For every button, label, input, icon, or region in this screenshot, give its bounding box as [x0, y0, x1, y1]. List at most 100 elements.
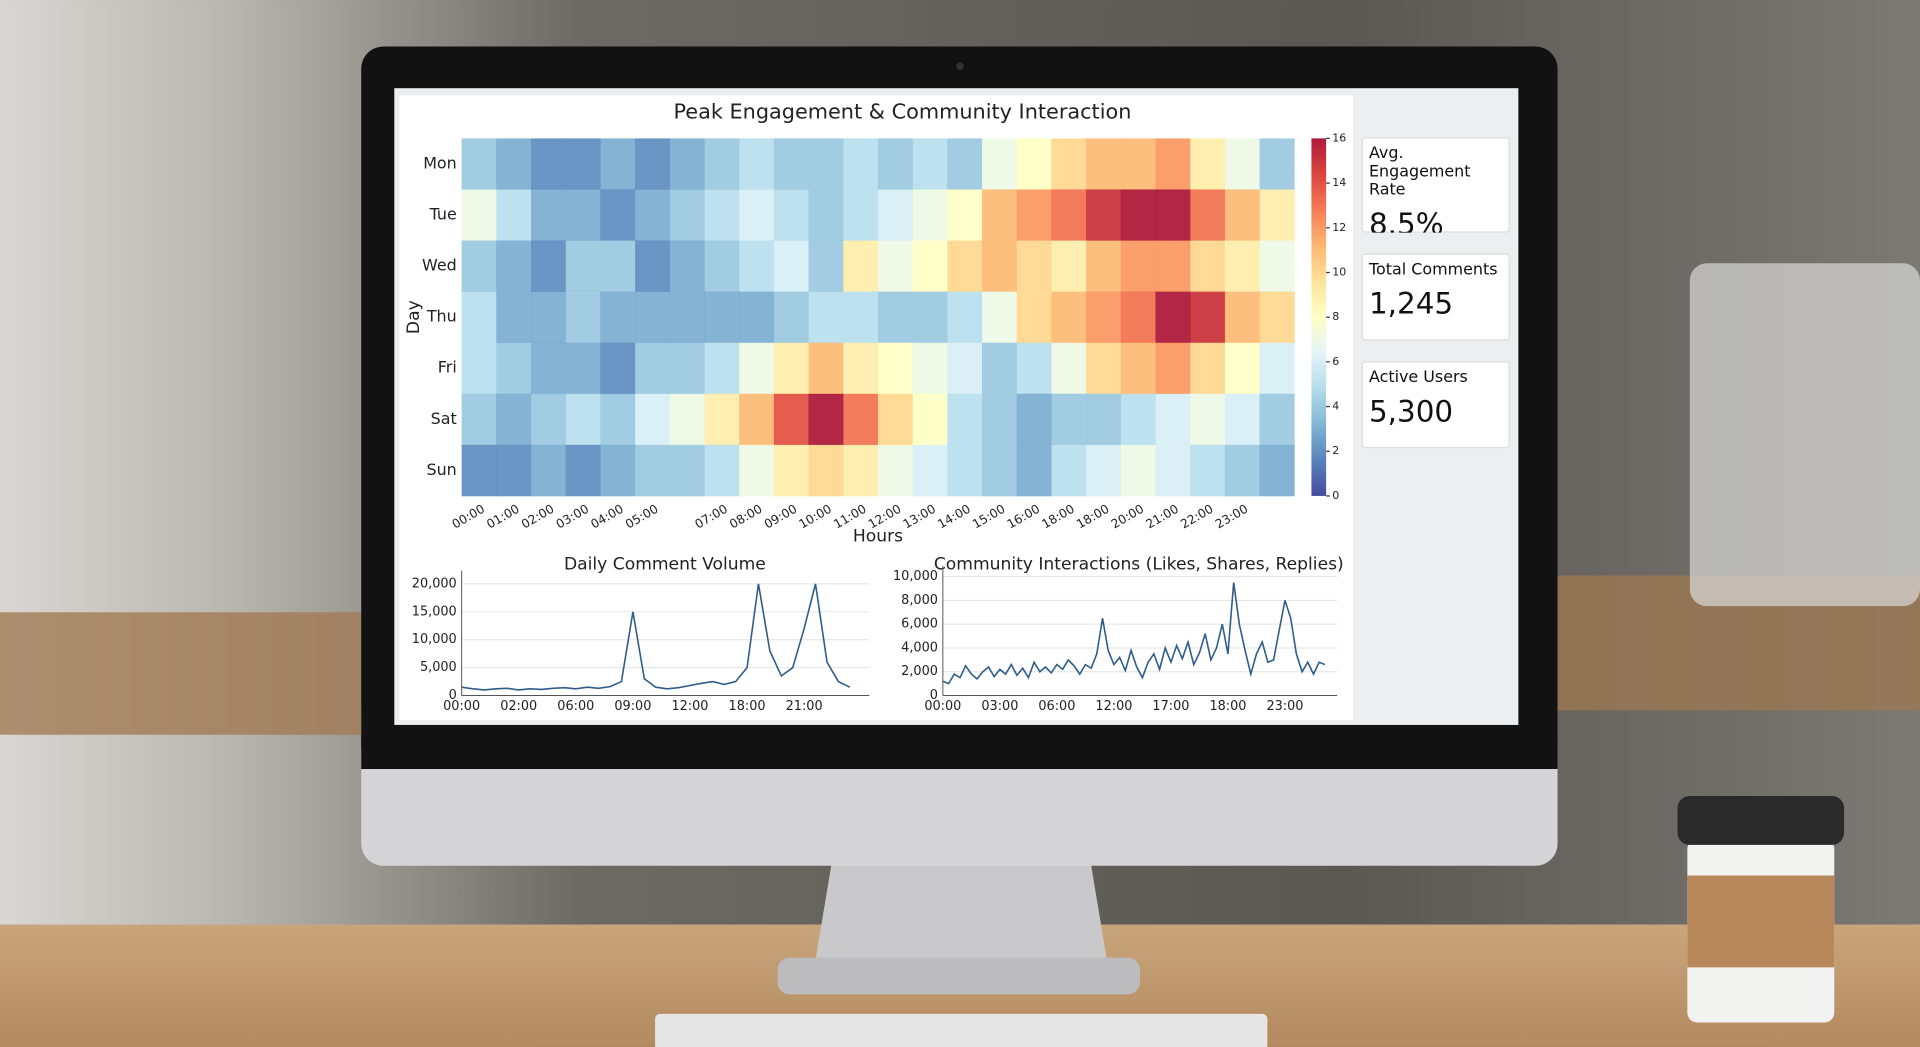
- heatmap-cell: [1120, 444, 1156, 497]
- heatmap-cell: [739, 393, 775, 446]
- colorbar-tick-label: 14: [1332, 176, 1346, 189]
- heatmap-cell: [947, 240, 983, 293]
- heatmap-cell: [600, 240, 636, 293]
- heatmap-cell: [982, 189, 1018, 241]
- heatmap-cell: [565, 444, 601, 497]
- x-tick-label: 00:00: [924, 699, 961, 714]
- colorbar-tick-label: 0: [1332, 489, 1339, 502]
- y-tick-label: 5,000: [420, 660, 457, 675]
- heatmap-cell: [912, 393, 948, 446]
- heatmap-cell: [773, 189, 809, 241]
- heatmap-cell: [1120, 291, 1156, 344]
- heatmap-cell: [773, 393, 809, 446]
- x-tick-label: 06:00: [557, 699, 594, 714]
- colorbar-tick-label: 8: [1332, 310, 1339, 323]
- heatmap-cell: [1016, 240, 1052, 293]
- y-tick-label: 10,000: [412, 632, 457, 647]
- colorbar-tick-label: 6: [1332, 355, 1339, 368]
- heatmap-cell: [773, 342, 809, 395]
- y-tick-label: 2,000: [901, 664, 938, 679]
- heatmap-cell: [1155, 393, 1191, 446]
- heatmap-cell: [1190, 291, 1226, 344]
- heatmap-cell: [877, 240, 914, 293]
- heatmap-cell: [1155, 291, 1191, 344]
- heatmap-cell: [531, 393, 567, 446]
- heatmap-cell: [877, 342, 914, 395]
- heatmap-cell: [600, 342, 636, 395]
- kpi-value: 5,300: [1368, 394, 1454, 429]
- heatmap-cell: [496, 138, 532, 190]
- heatmap-cell: [773, 444, 809, 497]
- heatmap-cell: [461, 240, 497, 293]
- x-tick-label: 18:00: [729, 699, 766, 714]
- heatmap-cell: [669, 342, 705, 395]
- heatmap-cell: [635, 291, 671, 344]
- dashboard-title: Peak Engagement & Community Interaction: [674, 100, 1132, 124]
- heatmap-cell: [947, 444, 983, 497]
- heatmap-cell: [1259, 393, 1295, 446]
- heatmap-cell: [1086, 393, 1122, 446]
- x-tick-label: 03:00: [981, 699, 1018, 714]
- y-tick-label: Sun: [426, 460, 456, 479]
- heatmap-cell: [808, 240, 844, 293]
- heatmap-cell: [1190, 240, 1226, 293]
- x-tick-label: 21:00: [786, 699, 823, 714]
- y-tick-label: 15,000: [412, 604, 457, 619]
- y-tick-label: 20,000: [412, 576, 457, 591]
- charts: Peak Engagement & Community Interaction M…: [404, 100, 1346, 714]
- heatmap-cell: [1051, 342, 1087, 395]
- y-tick-label: 10,000: [893, 569, 938, 584]
- heatmap-cell: [565, 189, 601, 241]
- heatmap-cell: [704, 240, 740, 293]
- heatmap-cell: [461, 189, 497, 241]
- heatmap-cell: [739, 342, 775, 395]
- colorbar-tick-label: 10: [1332, 265, 1346, 278]
- y-tick-label: 6,000: [901, 617, 938, 632]
- heatmap-cell: [739, 138, 775, 190]
- heatmap-cell: [531, 444, 567, 497]
- heatmap-cell: [843, 393, 879, 446]
- colorbar-tick-label: 12: [1332, 221, 1346, 234]
- kpi-cards: Avg. Engagement Rate 8.5% Total Comments 1,…: [1361, 137, 1510, 449]
- heatmap-cell: [1224, 240, 1260, 293]
- line-series: [461, 583, 851, 691]
- chart-title: Community Interactions (Likes, Shares, R…: [934, 555, 1344, 575]
- y-tick-label: Sat: [431, 409, 457, 428]
- y-tick-label: 0: [449, 688, 457, 703]
- kpi-card: Total Comments 1,245: [1361, 253, 1510, 341]
- kpi-value: 8.5%: [1368, 206, 1444, 233]
- heatmap-cell: [1051, 138, 1087, 190]
- heatmap-cell: [1259, 240, 1295, 293]
- heatmap-cell: [496, 189, 532, 241]
- heatmap-cell: [982, 240, 1018, 293]
- cup-sleeve: [1687, 875, 1835, 968]
- heatmap-cell: [1051, 189, 1087, 241]
- heatmap-cell: [912, 444, 948, 497]
- monitor-base: [777, 957, 1140, 995]
- heatmap-cell: [808, 138, 844, 190]
- kpi-label: Avg. Engagement Rate: [1368, 144, 1471, 200]
- kpi-card-body: Total Comments 1,245: [1361, 253, 1510, 341]
- heatmap-cell: [982, 291, 1018, 344]
- colorbar-tick-label: 16: [1332, 131, 1346, 144]
- heatmap-cell: [1190, 189, 1226, 241]
- heatmap-cell: [1051, 291, 1087, 344]
- heatmap-cell: [600, 444, 636, 497]
- heatmap-cell: [600, 189, 636, 241]
- heatmap-cell: [496, 393, 532, 446]
- heatmap-cell: [531, 291, 567, 344]
- heatmap-cell: [1190, 393, 1226, 446]
- heatmap-cell: [1120, 189, 1156, 241]
- x-tick-label: 06:00: [1038, 699, 1075, 714]
- heatmap-cell: [843, 444, 879, 497]
- heatmap-cell: [1086, 291, 1122, 344]
- heatmap-cell: [531, 240, 567, 293]
- y-tick-label: Mon: [423, 153, 457, 172]
- heatmap-cell: [843, 342, 879, 395]
- heatmap-cell: [1155, 138, 1191, 190]
- heatmap-cell: [1051, 240, 1087, 293]
- heatmap-cell: [1155, 444, 1191, 497]
- heatmap-cell: [635, 393, 671, 446]
- heatmap-cell: [1051, 444, 1087, 497]
- cup-lid: [1677, 795, 1845, 845]
